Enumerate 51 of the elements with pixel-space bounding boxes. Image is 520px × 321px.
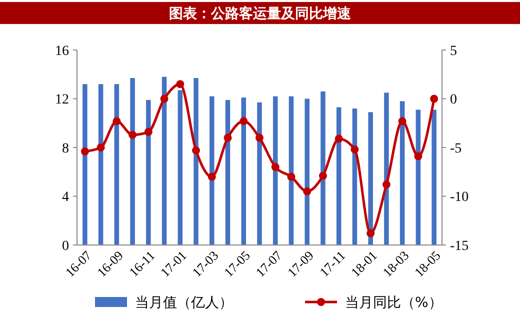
point bbox=[271, 163, 280, 171]
point bbox=[224, 134, 232, 142]
point bbox=[80, 147, 89, 156]
legend-label: 当月值（亿人） bbox=[135, 294, 233, 311]
bar bbox=[178, 90, 183, 245]
bar bbox=[130, 78, 135, 245]
bar bbox=[257, 102, 262, 245]
bar bbox=[432, 110, 436, 245]
point bbox=[240, 117, 248, 126]
bar bbox=[368, 112, 373, 245]
point bbox=[112, 117, 121, 126]
bar bbox=[98, 84, 104, 245]
y2-tick-label: 0 bbox=[450, 92, 457, 108]
bar bbox=[304, 98, 310, 245]
bar bbox=[210, 96, 214, 245]
point bbox=[160, 94, 168, 103]
bar bbox=[320, 91, 326, 245]
point bbox=[303, 187, 312, 196]
legend-label: 当月同比（%） bbox=[345, 294, 442, 311]
point bbox=[366, 229, 375, 238]
point bbox=[256, 134, 264, 142]
y2-tick-label: -5 bbox=[450, 141, 462, 156]
y-tick-label: 8 bbox=[62, 141, 69, 156]
y2-tick-label: -15 bbox=[450, 238, 469, 254]
point bbox=[128, 130, 137, 139]
point bbox=[318, 172, 327, 180]
y-tick-label: 16 bbox=[55, 44, 69, 59]
point bbox=[430, 94, 438, 103]
bar bbox=[384, 92, 389, 245]
point bbox=[350, 145, 359, 154]
chart-title: 图表：公路客运量及同比增速 bbox=[169, 5, 352, 22]
y2-tick-label: -10 bbox=[450, 190, 469, 206]
point bbox=[414, 152, 422, 160]
point bbox=[398, 117, 406, 126]
point bbox=[192, 146, 200, 154]
y-tick-label: 4 bbox=[62, 190, 69, 206]
bar bbox=[272, 96, 278, 245]
point bbox=[208, 172, 216, 181]
bar bbox=[82, 84, 88, 245]
point bbox=[96, 144, 105, 152]
point bbox=[287, 172, 296, 181]
bar bbox=[114, 84, 120, 245]
bar bbox=[194, 78, 198, 245]
point bbox=[176, 80, 184, 88]
bar bbox=[146, 100, 151, 245]
point bbox=[334, 134, 343, 143]
y-tick-label: 0 bbox=[62, 238, 69, 254]
point bbox=[382, 180, 390, 189]
point bbox=[144, 128, 152, 136]
y-tick-label: 12 bbox=[55, 92, 69, 108]
y2-tick-label: 5 bbox=[450, 44, 457, 59]
